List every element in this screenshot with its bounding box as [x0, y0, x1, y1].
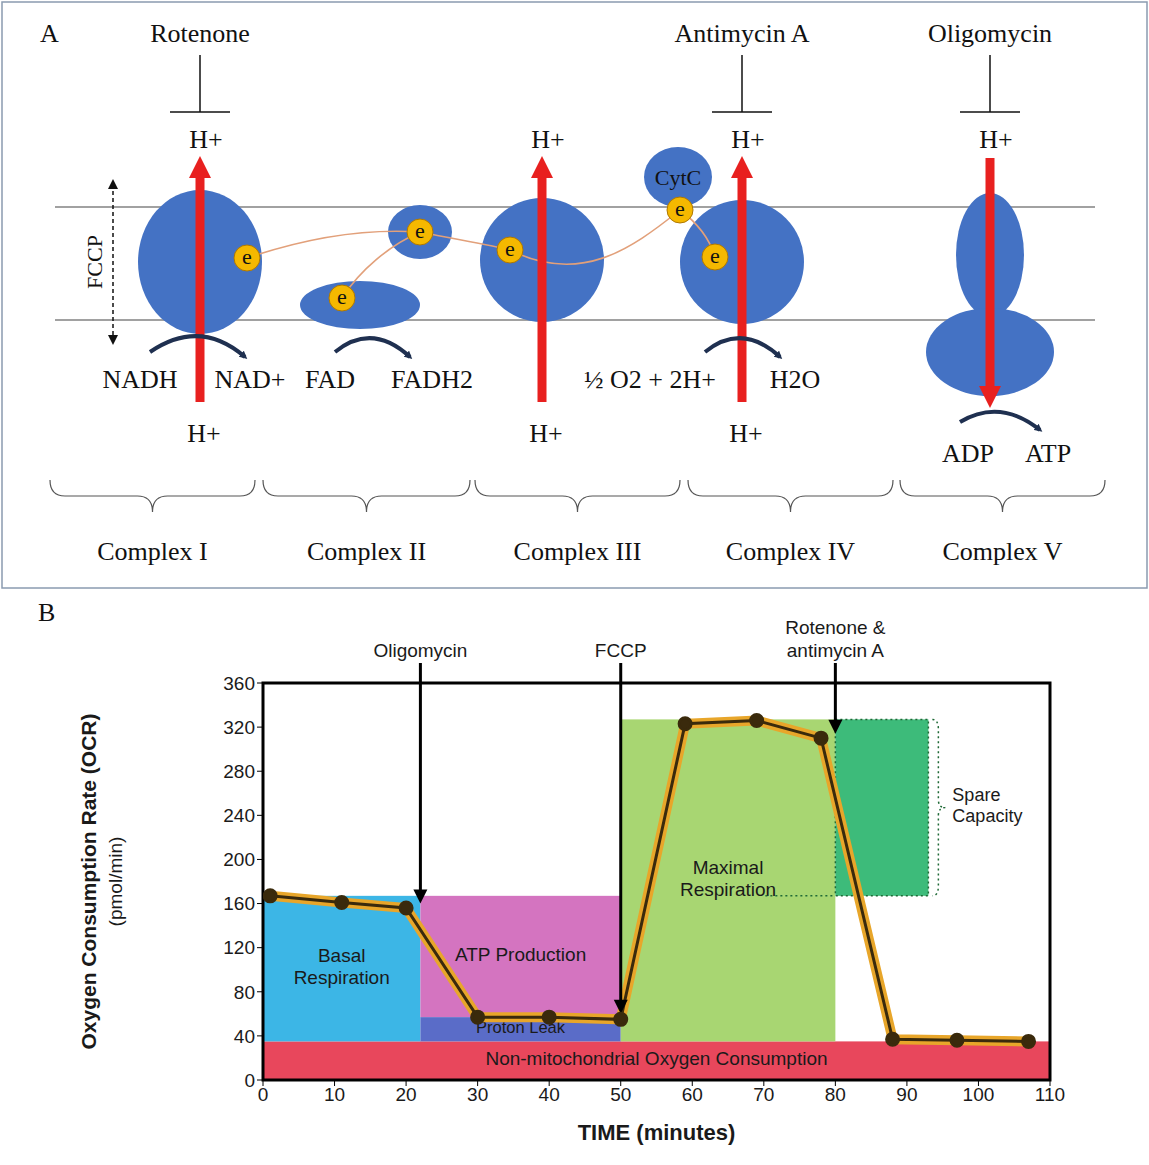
svg-text:Maximal: Maximal [693, 857, 764, 878]
svg-text:H+: H+ [529, 419, 562, 448]
svg-text:ATP: ATP [1025, 439, 1071, 468]
svg-text:FAD: FAD [305, 365, 355, 394]
svg-text:(pmol/min): (pmol/min) [105, 837, 126, 927]
svg-text:20: 20 [396, 1084, 417, 1105]
svg-text:90: 90 [896, 1084, 917, 1105]
svg-text:Respiration: Respiration [294, 967, 390, 988]
svg-text:Complex II: Complex II [307, 537, 426, 566]
svg-text:240: 240 [223, 805, 255, 826]
svg-text:e: e [710, 243, 720, 268]
svg-text:70: 70 [753, 1084, 774, 1105]
svg-text:e: e [675, 196, 685, 221]
svg-text:ADP: ADP [942, 439, 994, 468]
svg-text:FADH2: FADH2 [391, 365, 473, 394]
svg-text:200: 200 [223, 849, 255, 870]
svg-text:Respiration: Respiration [680, 879, 776, 900]
svg-text:80: 80 [234, 982, 255, 1003]
svg-text:H+: H+ [979, 125, 1012, 154]
svg-text:Complex IV: Complex IV [726, 537, 855, 566]
svg-text:CytC: CytC [655, 165, 701, 190]
svg-text:Capacity: Capacity [952, 806, 1022, 826]
svg-text:antimycin A: antimycin A [787, 640, 884, 661]
svg-text:H+: H+ [189, 125, 222, 154]
svg-text:H+: H+ [731, 125, 764, 154]
svg-text:Oxygen Consumption Rate (OCR): Oxygen Consumption Rate (OCR) [77, 713, 100, 1049]
svg-text:Basal: Basal [318, 945, 366, 966]
svg-text:e: e [337, 284, 347, 309]
svg-text:FCCP: FCCP [82, 235, 107, 289]
svg-text:Rotenone: Rotenone [150, 19, 250, 48]
svg-text:360: 360 [223, 673, 255, 694]
html-text:B: B [38, 598, 56, 627]
svg-text:Complex V: Complex V [942, 537, 1062, 566]
svg-text:Antimycin A: Antimycin A [674, 19, 809, 48]
svg-text:H+: H+ [531, 125, 564, 154]
svg-text:320: 320 [223, 717, 255, 738]
svg-text:Spare: Spare [952, 785, 1000, 805]
svg-text:40: 40 [539, 1084, 560, 1105]
svg-text:80: 80 [825, 1084, 846, 1105]
svg-text:0: 0 [244, 1070, 255, 1091]
svg-text:10: 10 [324, 1084, 345, 1105]
svg-text:0: 0 [258, 1084, 269, 1105]
svg-text:60: 60 [682, 1084, 703, 1105]
svg-text:Complex I: Complex I [97, 537, 208, 566]
svg-text:100: 100 [963, 1084, 995, 1105]
svg-text:ATP Production: ATP Production [455, 944, 586, 965]
svg-text:50: 50 [610, 1084, 631, 1105]
svg-text:FCCP: FCCP [595, 640, 647, 661]
svg-text:30: 30 [467, 1084, 488, 1105]
svg-text:½ O2 + 2H+: ½ O2 + 2H+ [584, 365, 716, 394]
svg-text:A: A [40, 19, 59, 48]
svg-text:H+: H+ [187, 419, 220, 448]
svg-text:160: 160 [223, 893, 255, 914]
svg-text:e: e [242, 244, 252, 269]
svg-text:Proton Leak: Proton Leak [476, 1018, 565, 1036]
svg-text:H2O: H2O [770, 365, 821, 394]
svg-text:280: 280 [223, 761, 255, 782]
svg-text:40: 40 [234, 1026, 255, 1047]
svg-text:110: 110 [1035, 1084, 1065, 1105]
svg-text:Non-mitochondrial Oxygen Consu: Non-mitochondrial Oxygen Consumption [485, 1048, 827, 1069]
svg-text:Complex III: Complex III [514, 537, 642, 566]
svg-text:Oligomycin: Oligomycin [928, 19, 1052, 48]
svg-text:e: e [415, 218, 425, 243]
svg-text:NADH: NADH [102, 365, 177, 394]
svg-text:e: e [505, 236, 515, 261]
svg-text:H+: H+ [729, 419, 762, 448]
svg-text:TIME (minutes): TIME (minutes) [578, 1120, 736, 1145]
svg-text:Rotenone &: Rotenone & [785, 617, 886, 638]
svg-text:NAD+: NAD+ [215, 365, 286, 394]
svg-text:120: 120 [223, 937, 255, 958]
svg-text:Oligomycin: Oligomycin [373, 640, 467, 661]
